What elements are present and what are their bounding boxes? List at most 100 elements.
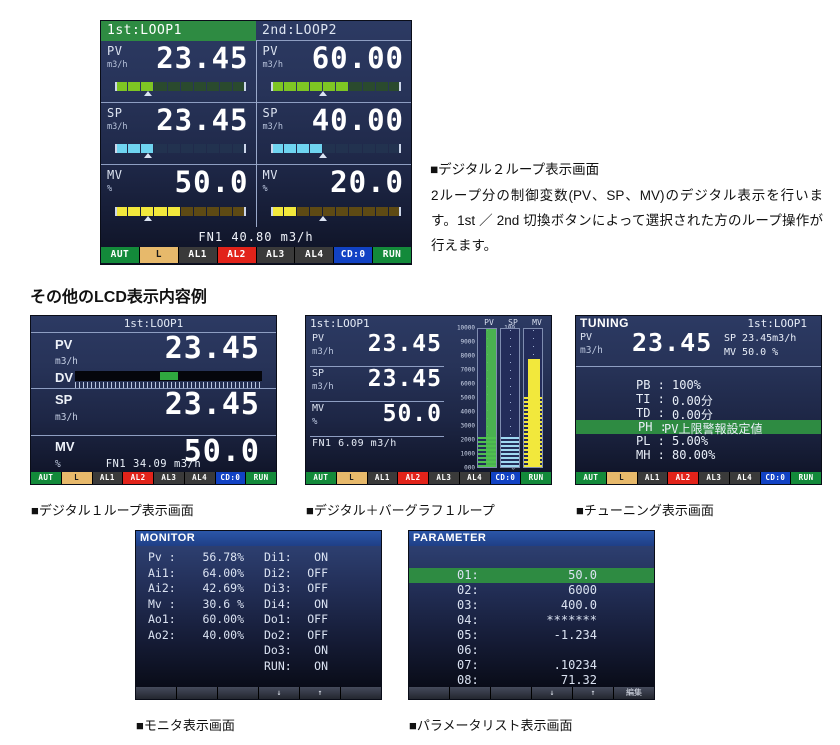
bargraph-label-mv: MV bbox=[532, 318, 542, 327]
mv-unit: % bbox=[107, 184, 113, 194]
digital-bargraph-display[interactable]: 1st:LOOP1 PV m3/h 23.45 SP m3/h 23.45 MV% 50.0 … bbox=[306, 316, 551, 484]
tuning-row[interactable]: PH : PV上限警報設定値 bbox=[576, 420, 821, 436]
sp-unit: m3/h bbox=[262, 122, 283, 132]
function-key-bar[interactable]: ↓ ↑ 編集 bbox=[409, 687, 654, 699]
function-key-bar[interactable]: ↓ ↑ bbox=[136, 687, 381, 699]
parameter-list-display[interactable]: PARAMETER 01: 50.0 02: 6000 03: 400.0 04: *****… bbox=[409, 531, 654, 699]
tuning-row[interactable]: PB : 100% bbox=[576, 378, 821, 392]
tuning-row[interactable]: PL : 5.00% bbox=[576, 434, 821, 448]
sp-value: 23.45 bbox=[164, 387, 260, 422]
function-key-blank[interactable] bbox=[409, 687, 450, 699]
dv-bar bbox=[75, 371, 262, 381]
bar-segment bbox=[180, 207, 193, 216]
bar-segment bbox=[309, 207, 323, 216]
monitor-row-value: 40.00% bbox=[202, 627, 244, 642]
parameter-row[interactable]: 03: 400.0 bbox=[409, 598, 654, 613]
tuning-row[interactable]: TI : 0.00分 bbox=[576, 392, 821, 408]
function-key-blank[interactable] bbox=[218, 687, 259, 699]
sp-marker-icon bbox=[318, 153, 327, 158]
sp-marker-icon bbox=[143, 216, 152, 221]
pv-unit: m3/h bbox=[580, 345, 603, 356]
function-key-編集[interactable]: 編集 bbox=[614, 687, 654, 699]
bar-segment bbox=[167, 82, 180, 91]
parameter-row[interactable]: 01: 50.0 bbox=[409, 568, 654, 583]
tuning-row[interactable]: TD : 0.00分 bbox=[576, 406, 821, 422]
pv-value: 23.45 bbox=[156, 41, 249, 75]
parameter-rows[interactable]: 01: 50.0 02: 6000 03: 400.0 04: ******* 05: -1.23… bbox=[409, 568, 654, 688]
function-readout: FN1 6.09 m3/h bbox=[312, 438, 397, 449]
sp-value: 23.45 bbox=[156, 103, 249, 137]
tuning-display[interactable]: TUNING 1st:LOOP1 PV m3/h 23.45 SP 23.45m… bbox=[576, 316, 821, 484]
mv-readout: MV 50.0 % bbox=[724, 347, 779, 358]
bar-stripes bbox=[478, 436, 496, 467]
tuning-row-key: PH : bbox=[638, 420, 667, 434]
loop1-header-tab[interactable]: 1st:LOOP1 bbox=[101, 21, 256, 41]
bargraph-labels: PV SP MV bbox=[477, 318, 549, 328]
status-badge-al4: AL4 bbox=[459, 472, 491, 484]
tuning-row-value: 0.00分 bbox=[672, 408, 713, 422]
parameter-row[interactable]: 04: ******* bbox=[409, 613, 654, 628]
bar-stripes bbox=[524, 395, 542, 467]
bar-segment bbox=[180, 82, 193, 91]
digital-2loop-display[interactable]: 1st:LOOP1 2nd:LOOP2 PV m3/h 23.45 SP m3/h 23.… bbox=[101, 21, 411, 264]
bar-segment bbox=[180, 144, 193, 153]
pv-label: PV bbox=[107, 44, 123, 58]
bar-segment bbox=[283, 207, 296, 216]
function-key-↑[interactable]: ↑ bbox=[573, 687, 614, 699]
pv-value: 60.00 bbox=[311, 41, 404, 75]
function-key-blank[interactable] bbox=[136, 687, 177, 699]
function-key-blank[interactable] bbox=[177, 687, 218, 699]
sp-value: 40.00 bbox=[311, 103, 404, 137]
tuning-row[interactable]: MH : 80.00% bbox=[576, 448, 821, 462]
parameter-index: 02: bbox=[457, 583, 479, 597]
monitor-display[interactable]: MONITOR Pv : 56.78% Ai1: 64.00% Ai2: 42.69% Mv… bbox=[136, 531, 381, 699]
function-key-↑[interactable]: ↑ bbox=[300, 687, 341, 699]
status-badge-al1: AL1 bbox=[367, 472, 399, 484]
bar-segment bbox=[167, 144, 180, 153]
mv-block: MV% 50.0 bbox=[310, 401, 444, 437]
pv-unit: m3/h bbox=[107, 60, 128, 70]
digital-1loop-display[interactable]: 1st:LOOP1 PV m3/h 23.45 DV SP m3/h 23.45… bbox=[31, 316, 276, 484]
bar-segment bbox=[375, 144, 388, 153]
status-badge-al2: AL2 bbox=[123, 472, 154, 484]
sp-marker-icon bbox=[318, 216, 327, 221]
parameter-row[interactable]: 05: -1.234 bbox=[409, 628, 654, 643]
monitor-title: MONITOR bbox=[136, 531, 381, 546]
loop2-sp-block: SP m3/h 40.00 bbox=[256, 103, 411, 165]
bar-segment bbox=[154, 82, 167, 91]
bar-segment bbox=[270, 207, 283, 216]
monitor-row-value: 30.6 % bbox=[202, 596, 244, 611]
parameter-index: 01: bbox=[457, 568, 479, 582]
bar-fill bbox=[486, 329, 496, 467]
function-key-↓[interactable]: ↓ bbox=[259, 687, 300, 699]
tuning-parameter-list[interactable]: PB :100% TI :0.00分 TD :0.00分 PH : PV上限警報設定値 P… bbox=[576, 378, 821, 462]
parameter-row[interactable]: 07: .10234 bbox=[409, 658, 654, 673]
loop1-sp-block: SP m3/h 23.45 bbox=[101, 103, 256, 165]
status-badge-al3: AL3 bbox=[429, 472, 460, 484]
bargraph-column-pv bbox=[477, 328, 497, 468]
monitor-row: Ai2: 42.69% bbox=[148, 581, 244, 597]
parameter-row[interactable]: 06: bbox=[409, 643, 654, 658]
parameter-value: ******* bbox=[546, 613, 597, 627]
status-bar: AUT L AL1 AL2 AL3 AL4 CD:0 RUN bbox=[306, 472, 551, 484]
scale-tick: 2000 bbox=[460, 436, 475, 444]
parameter-row[interactable]: 08: 71.32 bbox=[409, 673, 654, 688]
scale-tick: 3000 bbox=[460, 422, 475, 430]
bar-segment bbox=[349, 82, 362, 91]
function-key-blank[interactable] bbox=[341, 687, 381, 699]
status-badge-al4: AL4 bbox=[184, 472, 216, 484]
bar-segment bbox=[336, 144, 349, 153]
function-key-blank[interactable] bbox=[450, 687, 491, 699]
bar-segment bbox=[388, 207, 402, 216]
monitor-row-value: 60.00% bbox=[202, 612, 244, 626]
caption-digital1: ■デジタル１ループ表示画面 bbox=[31, 503, 194, 518]
status-badge-cd0: CD:0 bbox=[490, 472, 522, 484]
bar-segment bbox=[296, 82, 309, 91]
monitor-row-label: Do1: bbox=[264, 612, 292, 626]
bar-segment bbox=[323, 207, 336, 216]
parameter-row[interactable]: 02: 6000 bbox=[409, 583, 654, 598]
caption-parameter: ■パラメータリスト表示画面 bbox=[409, 718, 573, 733]
function-key-↓[interactable]: ↓ bbox=[532, 687, 573, 699]
function-key-blank[interactable] bbox=[491, 687, 532, 699]
loop2-header-tab[interactable]: 2nd:LOOP2 bbox=[256, 21, 411, 41]
